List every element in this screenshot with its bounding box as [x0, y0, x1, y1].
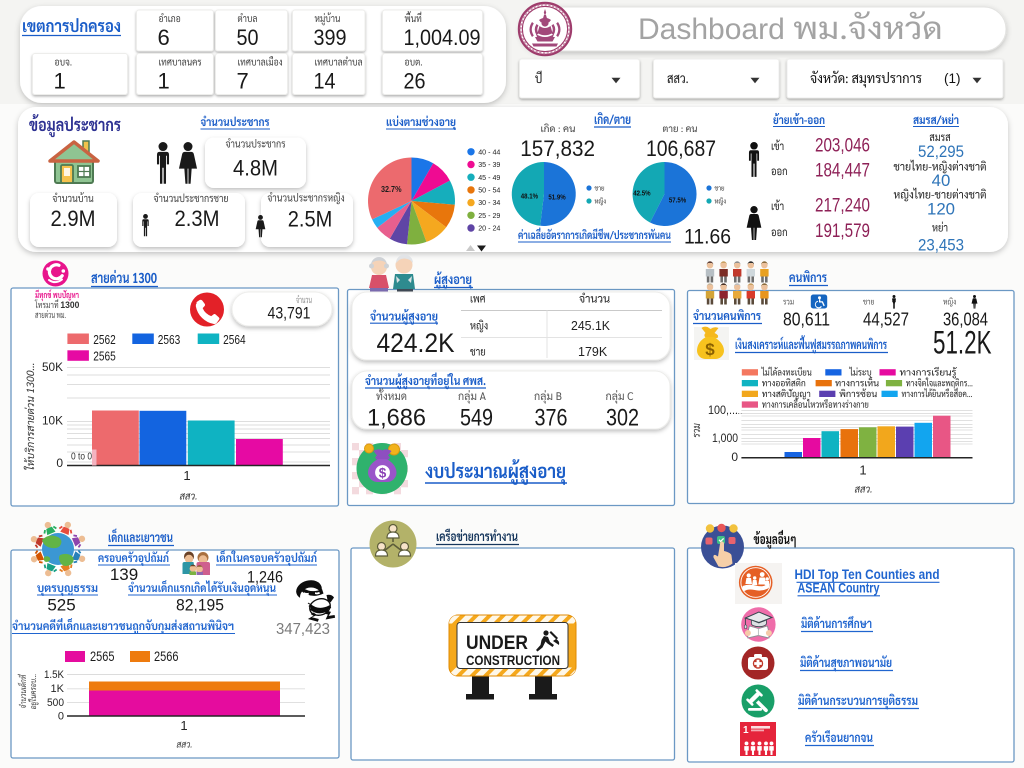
svg-text:82,195: 82,195	[176, 596, 224, 615]
svg-text:1: 1	[183, 468, 190, 483]
svg-text:179K: 179K	[578, 345, 608, 359]
svg-text:245.1K: 245.1K	[571, 319, 611, 333]
svg-text:2562: 2562	[93, 332, 116, 347]
svg-text:HDI Top Ten Counties and: HDI Top Ten Counties and	[795, 567, 940, 582]
svg-text:2566: 2566	[154, 649, 179, 664]
svg-text:0: 0	[58, 711, 64, 723]
svg-text:347,423: 347,423	[276, 621, 330, 638]
svg-text:1,686: 1,686	[367, 405, 426, 432]
svg-text:$: $	[705, 340, 715, 359]
svg-text:191,579: 191,579	[815, 221, 870, 242]
svg-text:50 - 54: 50 - 54	[478, 186, 500, 195]
svg-text:51.2K: 51.2K	[933, 325, 992, 361]
svg-text:51.9%: 51.9%	[548, 193, 566, 202]
svg-text:UNDER: UNDER	[466, 632, 528, 654]
svg-text:36,084: 36,084	[943, 310, 988, 330]
svg-text:43,791: 43,791	[268, 305, 311, 323]
svg-text:45 - 49: 45 - 49	[478, 173, 500, 182]
svg-text:217,240: 217,240	[815, 196, 870, 217]
svg-text:57.5%: 57.5%	[669, 196, 687, 205]
svg-text:1,246: 1,246	[247, 568, 283, 587]
svg-text:525: 525	[47, 596, 75, 615]
svg-text:6: 6	[158, 25, 170, 50]
svg-text:120: 120	[927, 200, 955, 219]
svg-text:40 - 44: 40 - 44	[478, 147, 500, 156]
svg-text:50K: 50K	[42, 360, 63, 374]
svg-text:32.7%: 32.7%	[381, 185, 402, 194]
svg-text:$: $	[379, 466, 387, 481]
svg-text:44,527: 44,527	[863, 310, 909, 330]
svg-text:23,453: 23,453	[918, 236, 964, 255]
svg-text:2.5M: 2.5M	[288, 207, 333, 232]
svg-text:1: 1	[743, 725, 749, 736]
svg-text:2563: 2563	[158, 332, 181, 347]
svg-text:14: 14	[314, 69, 336, 94]
svg-text:40: 40	[932, 171, 951, 190]
svg-text:...: ...	[735, 406, 743, 416]
svg-text:Dashboard: Dashboard	[638, 13, 785, 46]
svg-text:500: 500	[47, 697, 64, 709]
svg-text:ASEAN Country: ASEAN Country	[798, 581, 880, 596]
svg-text:106,687: 106,687	[646, 136, 716, 161]
svg-text:7: 7	[237, 69, 249, 94]
svg-text:2.3M: 2.3M	[175, 206, 220, 231]
svg-text:203,046: 203,046	[815, 136, 870, 157]
svg-text:0: 0	[56, 456, 63, 470]
svg-text:25 - 29: 25 - 29	[478, 211, 500, 220]
svg-text:1.5K: 1.5K	[44, 669, 65, 681]
svg-text:20 - 24: 20 - 24	[478, 224, 500, 233]
svg-text:10K: 10K	[42, 414, 63, 428]
svg-text:4.8M: 4.8M	[233, 156, 278, 181]
svg-text:42.5%: 42.5%	[633, 189, 651, 198]
svg-text:100,...: 100,...	[708, 403, 738, 417]
svg-text:1: 1	[158, 69, 170, 94]
svg-text:1: 1	[180, 718, 187, 733]
svg-text:139: 139	[110, 565, 138, 584]
svg-text:2.9M: 2.9M	[51, 206, 96, 231]
svg-text:50: 50	[237, 25, 259, 50]
svg-text:1: 1	[859, 463, 866, 478]
svg-text:302: 302	[606, 405, 639, 432]
svg-text:1K: 1K	[51, 683, 65, 695]
svg-text:2565: 2565	[93, 349, 116, 364]
svg-text:549: 549	[460, 405, 493, 432]
svg-text:26: 26	[404, 69, 426, 94]
svg-text:399: 399	[314, 25, 347, 50]
svg-text:48.1%: 48.1%	[521, 192, 539, 201]
svg-text:(1): (1)	[944, 71, 961, 86]
svg-text:1: 1	[54, 69, 66, 94]
svg-text:2564: 2564	[223, 332, 246, 347]
svg-text:1,000: 1,000	[712, 431, 738, 445]
svg-text:80,611: 80,611	[783, 310, 830, 330]
svg-text:424.2K: 424.2K	[377, 328, 455, 358]
svg-text:52,295: 52,295	[918, 142, 964, 161]
svg-text:30 - 34: 30 - 34	[478, 198, 500, 207]
svg-text:CONSTRUCTION: CONSTRUCTION	[466, 653, 560, 668]
svg-text:0 to 0: 0 to 0	[71, 452, 92, 463]
svg-text:1300: 1300	[60, 300, 79, 311]
svg-text:2565: 2565	[90, 649, 115, 664]
svg-text:1,004.09: 1,004.09	[404, 25, 481, 50]
svg-text:35 - 39: 35 - 39	[478, 160, 500, 169]
svg-text:11.66: 11.66	[684, 225, 731, 249]
svg-text:0: 0	[731, 450, 738, 464]
svg-text:376: 376	[535, 405, 568, 432]
svg-text:184,447: 184,447	[815, 161, 870, 182]
svg-text:157,832: 157,832	[520, 136, 595, 161]
